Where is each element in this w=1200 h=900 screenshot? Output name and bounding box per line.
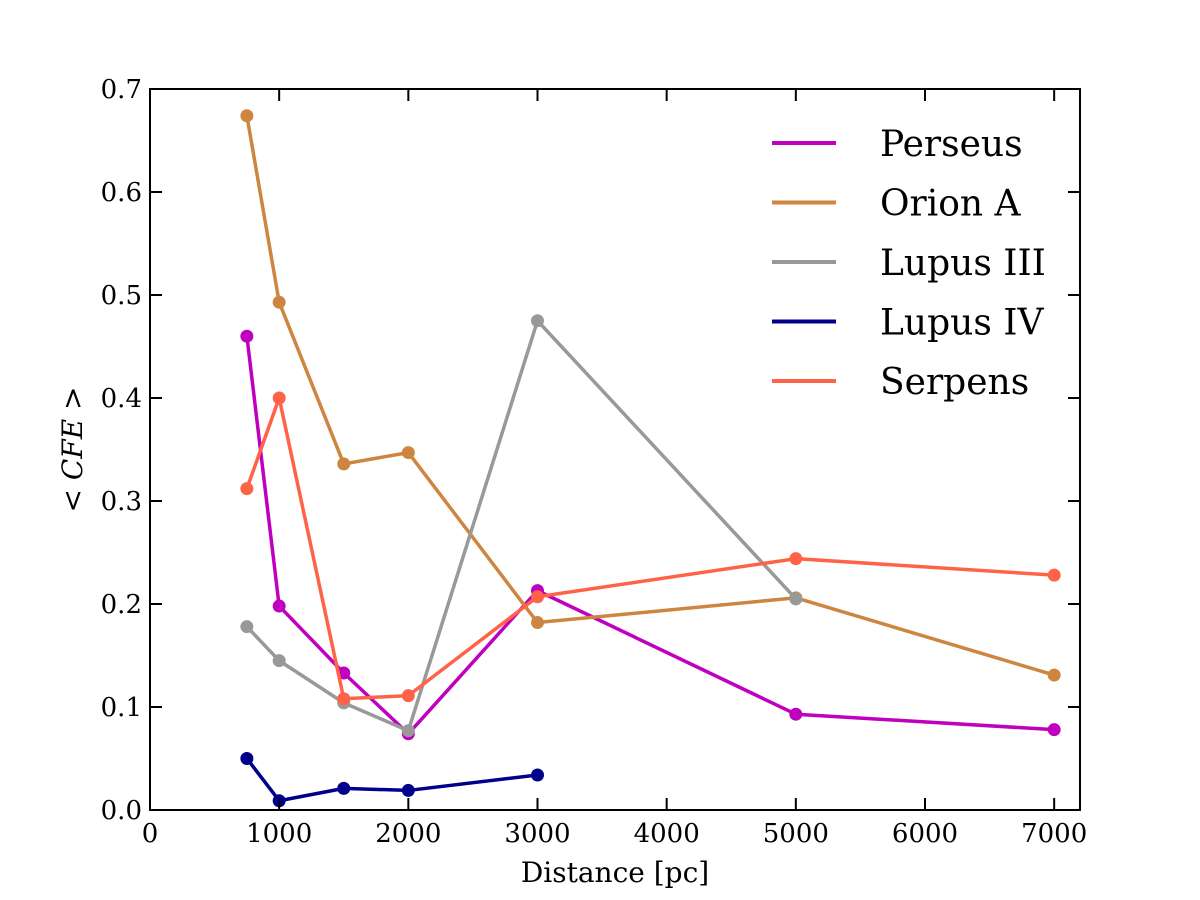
plot-frame xyxy=(149,88,1081,811)
legend-label: Serpens xyxy=(880,362,1029,403)
legend-item-orion-a: Orion A xyxy=(772,184,1022,225)
data-point-lupus-iii xyxy=(789,592,803,606)
data-point-serpens xyxy=(272,391,286,405)
legend-item-lupus-iii: Lupus III xyxy=(772,243,1046,284)
x-tick-label: 2000 xyxy=(375,819,441,849)
y-axis-label: < CFE > xyxy=(56,386,89,512)
legend-label: Perseus xyxy=(880,124,1023,165)
data-point-orion-a xyxy=(401,446,415,460)
series-line-lupus-iii xyxy=(245,319,798,733)
series-lupus-iii xyxy=(240,314,803,738)
y-tick-label: 0.0 xyxy=(101,796,142,826)
data-point-serpens xyxy=(1047,568,1061,582)
data-point-perseus xyxy=(240,329,254,343)
x-tick-label: 1000 xyxy=(246,819,312,849)
legend-item-serpens: Serpens xyxy=(772,362,1029,403)
y-tick-label: 0.4 xyxy=(101,384,142,414)
series-line-lupus-iv xyxy=(245,757,538,803)
data-point-orion-a xyxy=(1047,668,1061,682)
data-point-perseus xyxy=(272,599,286,613)
y-tick-label: 0.1 xyxy=(101,693,142,723)
data-point-lupus-iii xyxy=(272,654,286,668)
legend: Perseus Orion A Lupus III Lupus IV Serpens xyxy=(772,124,1046,403)
series-serpens xyxy=(240,391,1061,706)
x-tick-label: 3000 xyxy=(504,819,570,849)
data-point-lupus-iii xyxy=(401,724,415,738)
series-layer xyxy=(240,109,1061,808)
legend-label: Lupus IV xyxy=(880,303,1044,344)
data-point-lupus-iii xyxy=(240,620,254,634)
legend-label: Lupus III xyxy=(880,243,1046,284)
data-point-serpens xyxy=(401,689,415,703)
data-point-lupus-iv xyxy=(401,783,415,797)
data-point-perseus xyxy=(789,707,803,721)
y-tick-label: 0.2 xyxy=(101,590,142,620)
y-tick-label: 0.6 xyxy=(101,178,142,208)
data-point-serpens xyxy=(337,692,351,706)
x-axis-label: Distance [pc] xyxy=(521,856,709,889)
y-tick-label: 0.3 xyxy=(101,487,142,517)
data-point-serpens xyxy=(531,590,544,604)
legend-label: Orion A xyxy=(880,184,1022,225)
data-point-lupus-iv xyxy=(531,768,544,782)
y-tick-label: 0.7 xyxy=(101,75,142,105)
x-tick-label: 6000 xyxy=(892,819,958,849)
x-tick-label: 5000 xyxy=(763,819,829,849)
x-tick-label: 0 xyxy=(142,819,159,849)
data-point-perseus xyxy=(1047,723,1061,737)
data-point-orion-a xyxy=(337,457,351,471)
data-point-lupus-iii xyxy=(531,314,544,328)
y-tick-label: 0.5 xyxy=(101,281,142,311)
data-point-orion-a xyxy=(240,109,254,123)
data-point-serpens xyxy=(789,552,803,566)
x-tick-label: 7000 xyxy=(1021,819,1087,849)
series-lupus-iv xyxy=(240,752,544,808)
data-point-serpens xyxy=(240,482,254,496)
x-tick-label: 4000 xyxy=(634,819,700,849)
data-point-lupus-iv xyxy=(337,781,351,795)
data-point-orion-a xyxy=(272,295,286,309)
data-point-orion-a xyxy=(531,616,544,630)
legend-item-perseus: Perseus xyxy=(772,124,1023,165)
ticks-layer: 0 1000 2000 3000 4000 5000 6000 7000 0.0 0.1 0.2 0.… xyxy=(101,75,1088,849)
legend-item-lupus-iv: Lupus IV xyxy=(772,303,1044,344)
data-point-lupus-iv xyxy=(240,752,254,765)
